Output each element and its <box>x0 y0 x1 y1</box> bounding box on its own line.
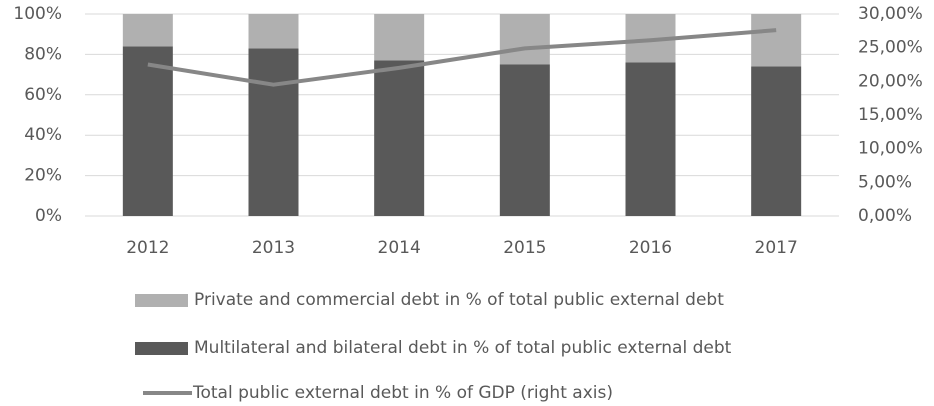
y-tick-label: 60% <box>24 85 62 105</box>
x-tick-label: 2017 <box>755 238 798 258</box>
x-tick-label: 2015 <box>503 238 546 258</box>
legend-label: Private and commercial debt in % of tota… <box>194 290 724 310</box>
bar <box>248 14 299 49</box>
bar <box>499 14 550 65</box>
y2-tick-label: 0,00% <box>858 206 912 226</box>
bar <box>751 66 802 217</box>
bar <box>122 46 173 216</box>
y2-tick-label: 15,00% <box>858 105 923 125</box>
y-tick-label: 40% <box>24 125 62 145</box>
x-tick-label: 2014 <box>378 238 421 258</box>
bar <box>499 64 550 216</box>
bar <box>751 14 802 67</box>
y-tick-label: 80% <box>24 44 62 64</box>
bar <box>248 48 299 217</box>
legend-swatch <box>135 342 188 355</box>
bar <box>122 14 173 47</box>
x-tick-label: 2016 <box>629 238 672 258</box>
line <box>147 28 777 87</box>
y2-tick-label: 5,00% <box>858 172 912 192</box>
y-tick-label: 100% <box>13 4 62 24</box>
bar <box>374 60 425 217</box>
y-tick-label: 0% <box>35 206 62 226</box>
y-tick-label: 20% <box>24 166 62 186</box>
x-tick-label: 2013 <box>252 238 295 258</box>
y2-tick-label: 10,00% <box>858 139 923 159</box>
x-tick-label: 2012 <box>126 238 169 258</box>
bar <box>625 62 676 217</box>
y2-tick-label: 25,00% <box>858 38 923 58</box>
legend-label: Multilateral and bilateral debt in % of … <box>194 338 732 358</box>
y2-tick-label: 30,00% <box>858 4 923 24</box>
y2-tick-label: 20,00% <box>858 71 923 91</box>
legend-label: Total public external debt in % of GDP (… <box>192 383 613 403</box>
bar <box>374 14 425 61</box>
legend-swatch <box>135 294 188 307</box>
